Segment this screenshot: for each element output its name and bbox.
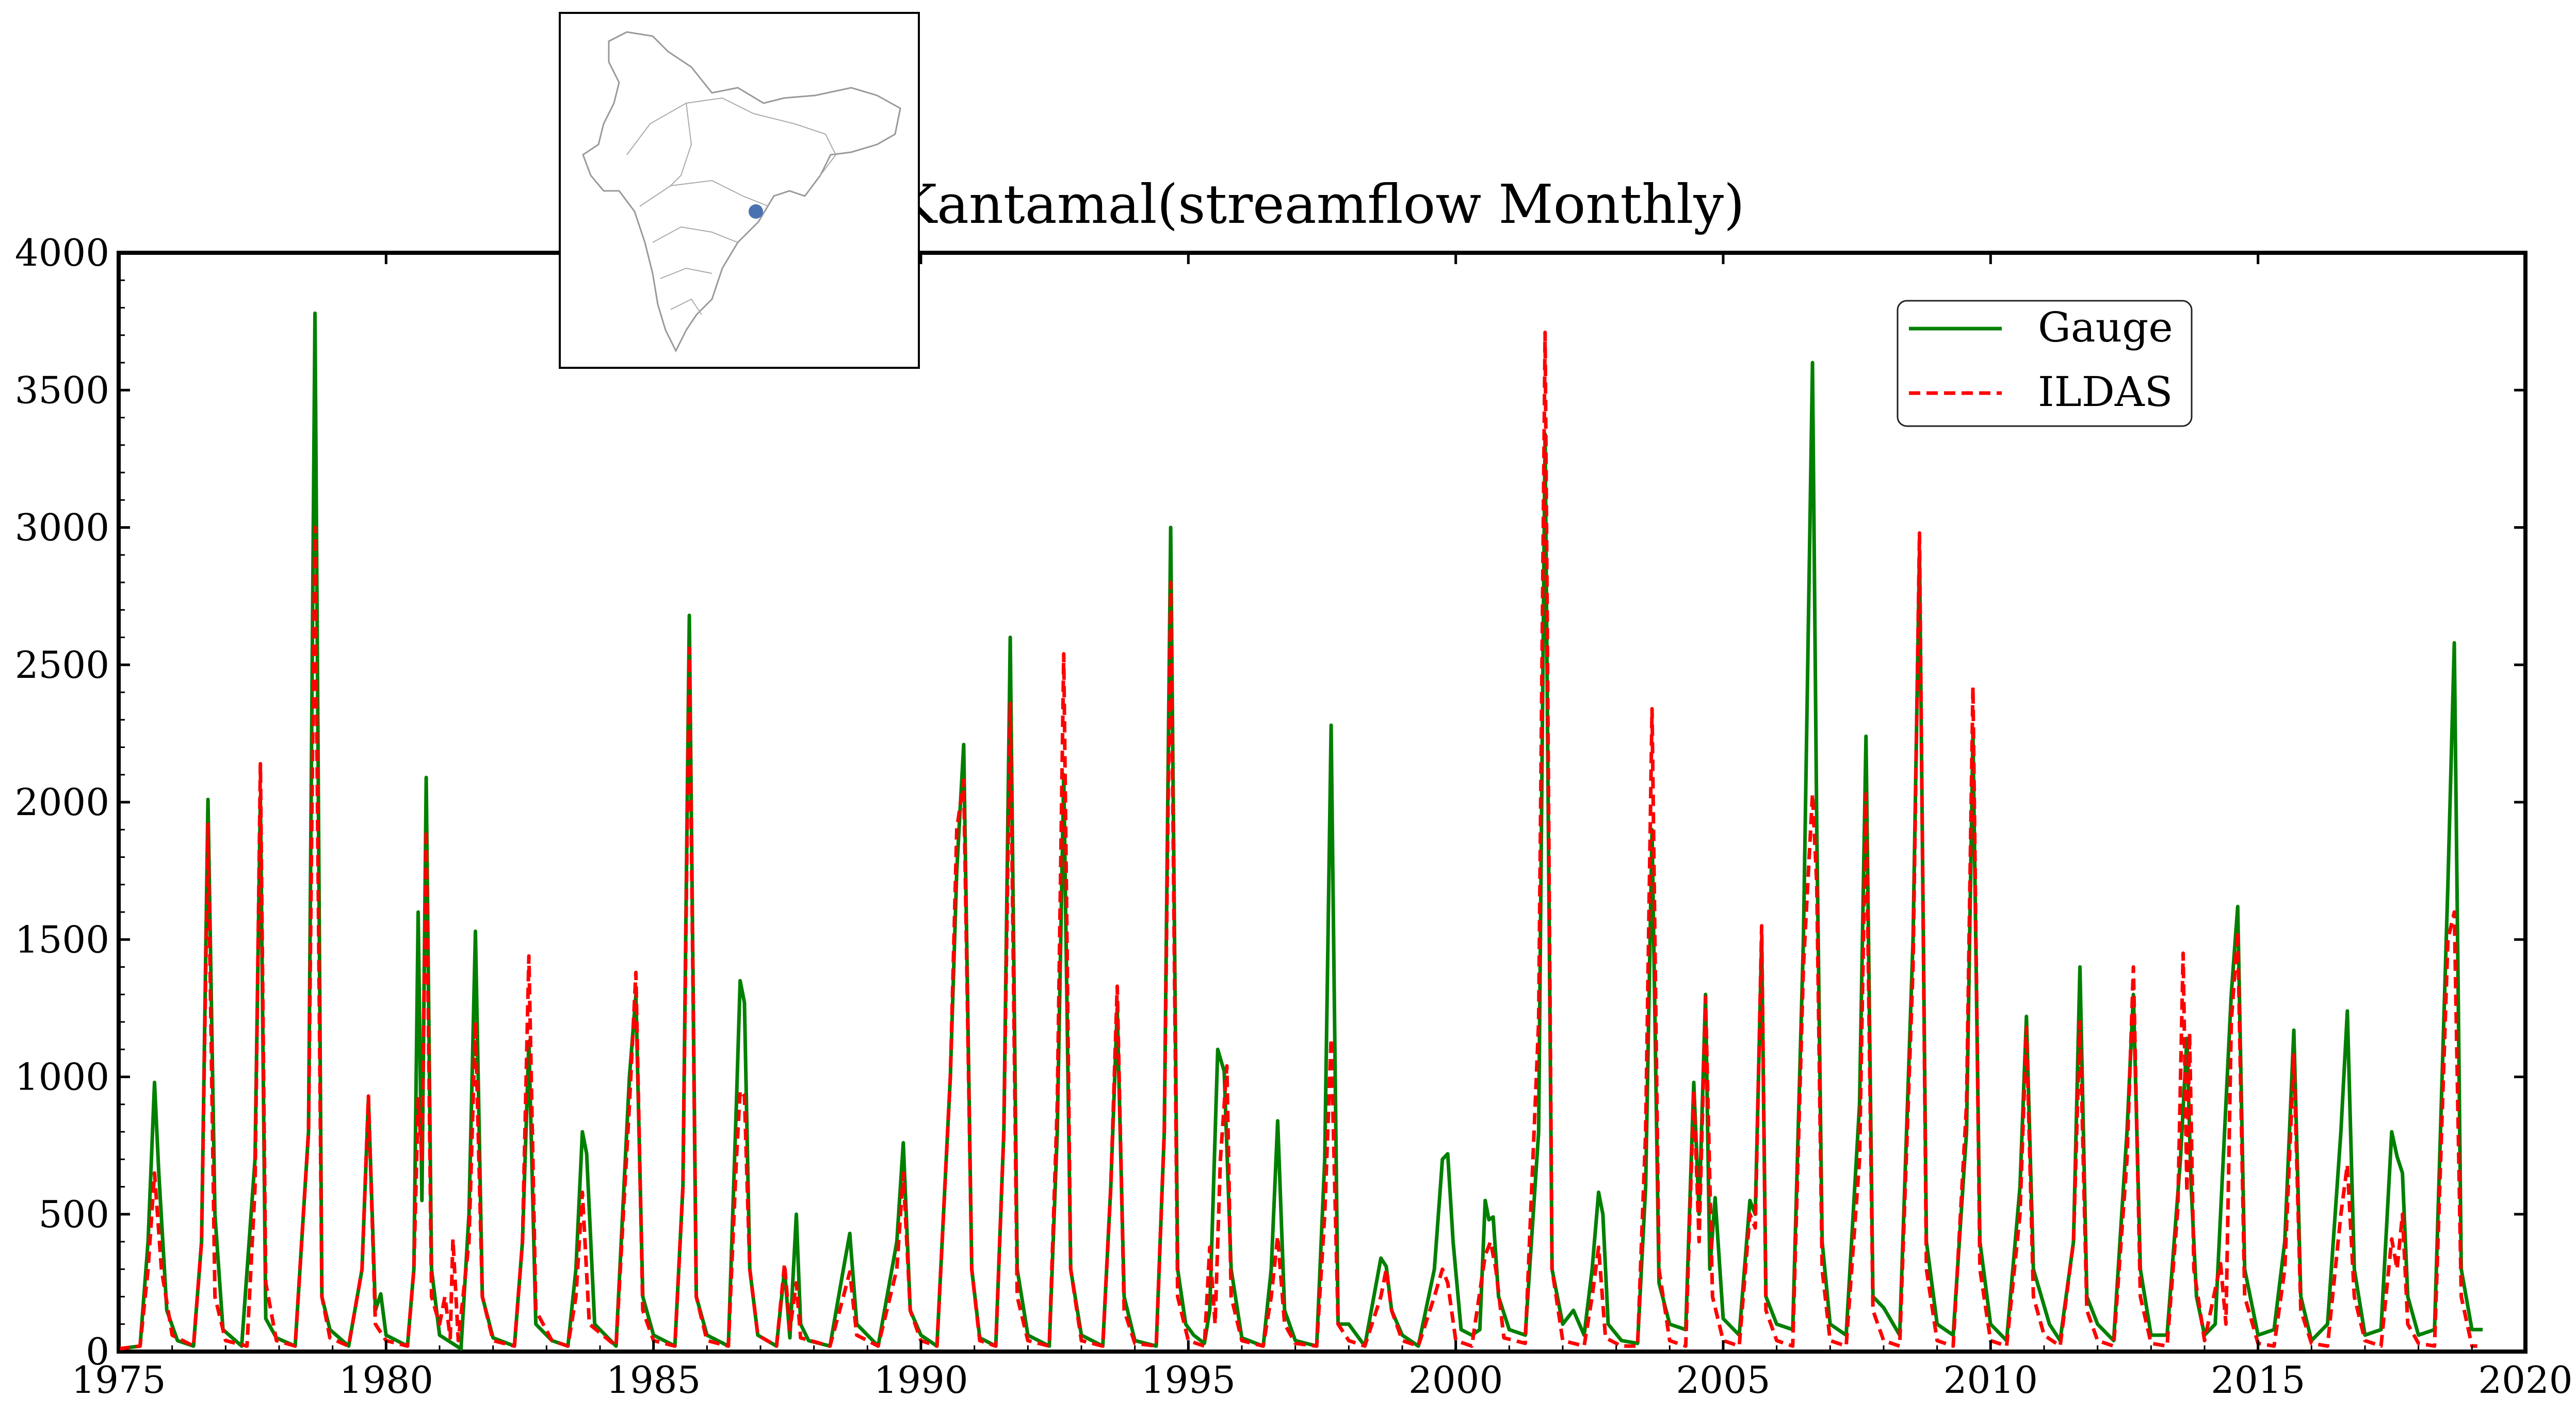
basin-boundary-6	[670, 103, 692, 186]
inset-map-frame	[559, 12, 920, 369]
x-tick-label: 2000	[1408, 1358, 1503, 1402]
x-tick-label: 1985	[606, 1358, 701, 1402]
x-tick-label: 2010	[1943, 1358, 2038, 1402]
y-tick-label: 3500	[15, 368, 109, 412]
x-tick-label: 1990	[873, 1358, 968, 1402]
inset-map	[559, 12, 920, 369]
basin-boundary-7	[820, 134, 837, 176]
basin-boundary-2	[639, 180, 769, 207]
basin-boundary-4	[660, 267, 712, 279]
y-tick-label: 0	[86, 1330, 109, 1373]
legend: Gauge ILDAS	[1897, 300, 2193, 427]
plot-area: 1975 1980 1985 1990 1995 2000 2005 2010 2015 2020…	[15, 231, 2573, 1402]
y-tick-label: 4000	[15, 231, 109, 274]
x-tick-label: 1975	[71, 1358, 166, 1402]
x-tick-label: 2015	[2211, 1358, 2305, 1402]
station-marker	[749, 204, 763, 219]
x-tick-label: 2020	[2478, 1358, 2572, 1402]
x-tick-label: 1995	[1141, 1358, 1236, 1402]
series-line-ildas	[118, 330, 2477, 1351]
y-axis: 0 500 1000 1500 2000 2500 3000 3500 4000	[15, 231, 2525, 1373]
y-tick-label: 500	[39, 1193, 109, 1236]
x-tick-label: 2005	[1676, 1358, 1770, 1402]
series-layer	[118, 311, 2483, 1351]
series-line-gauge	[118, 311, 2483, 1351]
legend-gauge-label: Gauge	[2038, 303, 2173, 351]
y-tick-label: 3000	[15, 506, 109, 549]
x-axis: 1975 1980 1985 1990 1995 2000 2005 2010 2015 2020	[71, 253, 2573, 1402]
legend-ildas-label: ILDAS	[2038, 368, 2173, 416]
basin-boundary-3	[652, 226, 738, 243]
x-tick-label: 1980	[339, 1358, 433, 1402]
subcontinent-outline	[582, 31, 901, 353]
y-tick-label: 1000	[15, 1055, 109, 1099]
y-tick-label: 1500	[15, 918, 109, 961]
basin-boundary-5	[670, 298, 702, 315]
y-tick-label: 2000	[15, 781, 109, 824]
y-tick-label: 2500	[15, 643, 109, 687]
chart-title: Kantamal(streamflow Monthly)	[897, 173, 1744, 236]
basin-boundary-1	[626, 97, 826, 155]
